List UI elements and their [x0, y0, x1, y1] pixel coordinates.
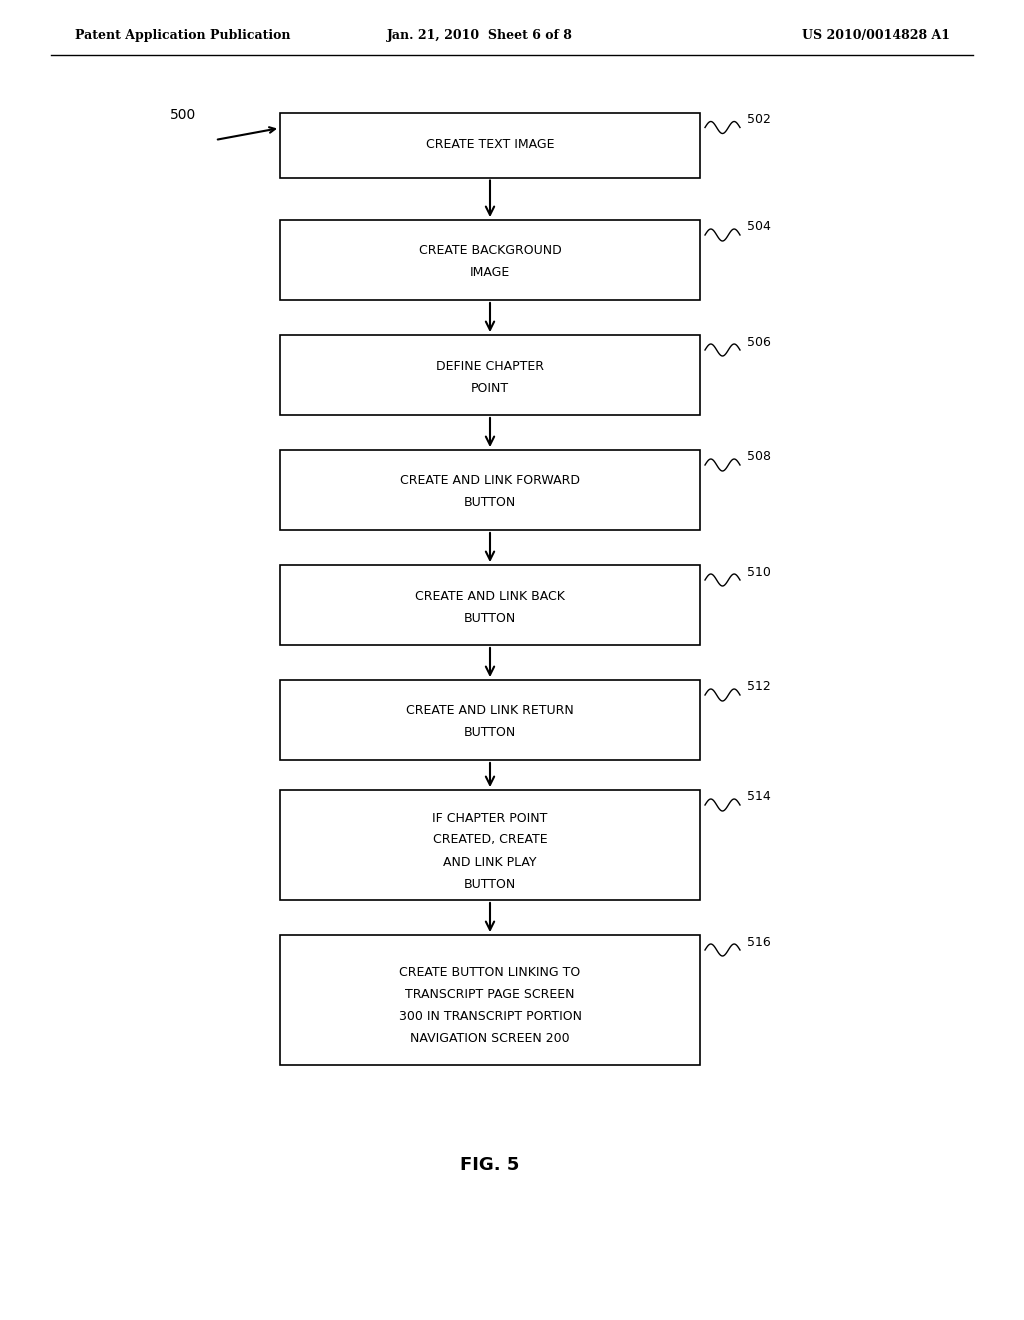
Text: 514: 514	[746, 791, 771, 804]
Text: BUTTON: BUTTON	[464, 726, 516, 739]
Text: CREATE AND LINK BACK: CREATE AND LINK BACK	[415, 590, 565, 602]
Text: 300 IN TRANSCRIPT PORTION: 300 IN TRANSCRIPT PORTION	[398, 1011, 582, 1023]
FancyBboxPatch shape	[280, 680, 700, 760]
Text: 500: 500	[170, 108, 197, 121]
Text: BUTTON: BUTTON	[464, 611, 516, 624]
Text: 516: 516	[746, 936, 771, 949]
FancyBboxPatch shape	[280, 565, 700, 645]
Text: CREATE BACKGROUND: CREATE BACKGROUND	[419, 244, 561, 257]
Text: CREATE TEXT IMAGE: CREATE TEXT IMAGE	[426, 139, 554, 152]
Text: 508: 508	[746, 450, 771, 463]
Text: TRANSCRIPT PAGE SCREEN: TRANSCRIPT PAGE SCREEN	[406, 989, 574, 1002]
Text: Jan. 21, 2010  Sheet 6 of 8: Jan. 21, 2010 Sheet 6 of 8	[387, 29, 573, 41]
Text: 510: 510	[746, 565, 771, 578]
Text: DEFINE CHAPTER: DEFINE CHAPTER	[436, 359, 544, 372]
Text: 512: 512	[746, 681, 771, 693]
FancyBboxPatch shape	[280, 335, 700, 414]
Text: NAVIGATION SCREEN 200: NAVIGATION SCREEN 200	[411, 1032, 569, 1045]
Text: POINT: POINT	[471, 381, 509, 395]
FancyBboxPatch shape	[280, 112, 700, 177]
Text: 502: 502	[746, 114, 771, 125]
Text: CREATED, CREATE: CREATED, CREATE	[433, 833, 547, 846]
FancyBboxPatch shape	[280, 450, 700, 531]
Text: AND LINK PLAY: AND LINK PLAY	[443, 855, 537, 869]
Text: 506: 506	[746, 335, 771, 348]
Text: IF CHAPTER POINT: IF CHAPTER POINT	[432, 812, 548, 825]
Text: US 2010/0014828 A1: US 2010/0014828 A1	[802, 29, 950, 41]
Text: IMAGE: IMAGE	[470, 267, 510, 280]
Text: BUTTON: BUTTON	[464, 878, 516, 891]
FancyBboxPatch shape	[280, 789, 700, 900]
Text: CREATE BUTTON LINKING TO: CREATE BUTTON LINKING TO	[399, 966, 581, 979]
Text: 504: 504	[746, 220, 771, 234]
Text: FIG. 5: FIG. 5	[461, 1156, 520, 1173]
FancyBboxPatch shape	[280, 935, 700, 1065]
Text: Patent Application Publication: Patent Application Publication	[75, 29, 291, 41]
Text: CREATE AND LINK RETURN: CREATE AND LINK RETURN	[407, 705, 573, 718]
Text: CREATE AND LINK FORWARD: CREATE AND LINK FORWARD	[400, 474, 580, 487]
FancyBboxPatch shape	[280, 220, 700, 300]
Text: BUTTON: BUTTON	[464, 496, 516, 510]
